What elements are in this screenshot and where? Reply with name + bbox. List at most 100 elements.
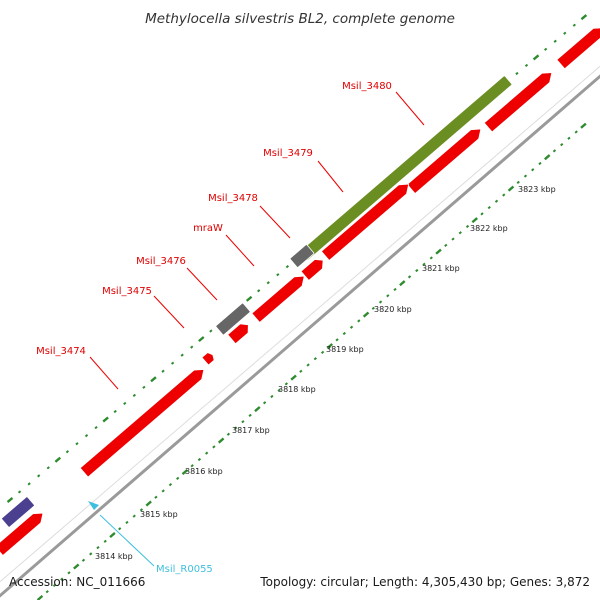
inner-tick-mark (560, 142, 564, 147)
inner-tick-mark (386, 294, 390, 298)
cds-arrow (483, 72, 553, 133)
outer-tick-mark (54, 456, 62, 463)
inner-tick-mark (552, 149, 557, 153)
inner-tick-mark (516, 180, 520, 184)
inner-tick-mark (480, 212, 484, 216)
inner-tick-mark (531, 168, 535, 172)
outer-tick-mark (161, 369, 165, 373)
gene-label-leader (89, 356, 119, 390)
cds-arrow (0, 512, 44, 557)
inner-tick-mark (36, 594, 44, 600)
outer-tick-mark (580, 14, 588, 21)
cds-arrow (406, 128, 482, 195)
inner-tick-mark (145, 500, 152, 507)
inner-tick-mark (487, 205, 491, 210)
gene-labels: Msil_3480 Msil_3479 Msil_3478 mraW Msil_… (36, 81, 392, 575)
inner-tick-mark (422, 262, 426, 266)
outer-tick-mark (75, 442, 79, 446)
inner-tick-mark (335, 338, 339, 342)
outer-tick-mark (276, 273, 280, 277)
gene-label-msil-3474[interactable]: Msil_3474 (36, 346, 86, 357)
gene-label-msil-3475[interactable]: Msil_3475 (102, 286, 152, 297)
inner-tick-mark (407, 275, 412, 279)
backbone-layer (0, 65, 600, 598)
inner-tick-mark (507, 185, 515, 192)
inner-tick-mark (132, 514, 136, 518)
inner-tick-mark (81, 558, 86, 562)
inner-tick-mark (226, 432, 231, 436)
inner-tick-mark (45, 590, 49, 594)
cds-arrow (227, 323, 249, 345)
inner-tick-mark (176, 476, 180, 480)
cds-arrow (320, 183, 410, 261)
kbp-label: 3820 kbp (374, 305, 412, 314)
outer-tick-mark (17, 490, 22, 494)
inner-tick-mark (270, 394, 274, 399)
inner-tick-mark (89, 552, 93, 556)
inner-tick-mark (103, 539, 107, 543)
kbp-label: 3816 kbp (185, 467, 223, 476)
outer-tick-mark (198, 336, 205, 343)
inner-tick-mark (523, 174, 528, 178)
gene-label-leader (395, 91, 425, 126)
outer-tick-mark (6, 497, 14, 503)
feature-layer (0, 27, 600, 557)
inner-tick-mark (234, 426, 238, 430)
inner-tick-mark (435, 248, 442, 255)
gene-label-mraw[interactable]: mraW (193, 223, 223, 234)
kbp-label: 3818 kbp (278, 385, 316, 394)
gene-label-leader (225, 234, 255, 267)
kbp-label: 3819 kbp (326, 345, 364, 354)
kbp-label: 3814 kbp (95, 552, 133, 561)
inner-tick-mark (538, 161, 542, 166)
inner-tick-mark (326, 343, 334, 350)
inner-tick-mark (139, 508, 144, 512)
inner-tick-mark (190, 464, 194, 468)
gene-label-leader (186, 267, 218, 301)
inner-tick-mark (161, 489, 165, 493)
gene-label-msil-3479[interactable]: Msil_3479 (263, 148, 313, 159)
outer-tick-mark (257, 289, 261, 293)
genome-summary-text: Topology: circular; Length: 4,305,430 bp… (259, 575, 590, 589)
gene-label-msil-3476[interactable]: Msil_3476 (136, 256, 186, 267)
outer-tick-mark (209, 329, 213, 333)
kbp-label: 3822 kbp (470, 224, 508, 233)
outer-tick-mark (37, 474, 41, 478)
inner-tick-mark (342, 331, 346, 336)
outer-tick-mark (27, 482, 31, 486)
outer-tick-mark (266, 281, 270, 285)
outer-tick-mark (515, 71, 519, 76)
inner-tick-mark (320, 350, 325, 355)
inner-tick-mark (109, 532, 116, 539)
outer-tick-mark (245, 295, 253, 302)
inner-tick-mark (494, 199, 499, 203)
outer-tick-mark (532, 54, 540, 61)
kbp-label: 3821 kbp (422, 264, 460, 273)
gray-feature-mraw (289, 244, 315, 268)
inner-tick-mark (254, 406, 261, 413)
inner-tick-mark (277, 388, 281, 392)
inner-tick-mark (73, 563, 80, 570)
gene-label-leader (317, 160, 344, 193)
inner-tick-mark (371, 306, 375, 310)
outer-tick-mark (543, 47, 548, 51)
outer-tick-mark (65, 450, 70, 454)
outer-tick-mark (190, 345, 194, 349)
inner-tick-mark (471, 217, 478, 224)
inner-tick-mark (574, 130, 578, 134)
cds-arrow (556, 27, 600, 70)
outer-tick-mark (553, 39, 557, 43)
outer-tick-mark (524, 63, 529, 68)
map-title: Methylocella silvestris BL2, complete ge… (145, 11, 455, 27)
kbp-scale-labels: 3823 kbp 3822 kbp 3821 kbp 3820 kbp 3819… (95, 185, 556, 561)
outer-tick-mark (572, 23, 576, 27)
gene-label-leader (153, 295, 185, 329)
inner-tick-mark (299, 369, 303, 373)
rna-label-msil-r0055[interactable]: Msil_R0055 (156, 564, 213, 575)
gene-label-msil-3478[interactable]: Msil_3478 (208, 193, 258, 204)
cds-arrow (201, 352, 215, 366)
leader-layer (89, 91, 425, 567)
genome-backbone-line (0, 74, 600, 598)
gene-label-msil-3480[interactable]: Msil_3480 (342, 81, 392, 92)
inner-tick-mark (60, 577, 64, 581)
